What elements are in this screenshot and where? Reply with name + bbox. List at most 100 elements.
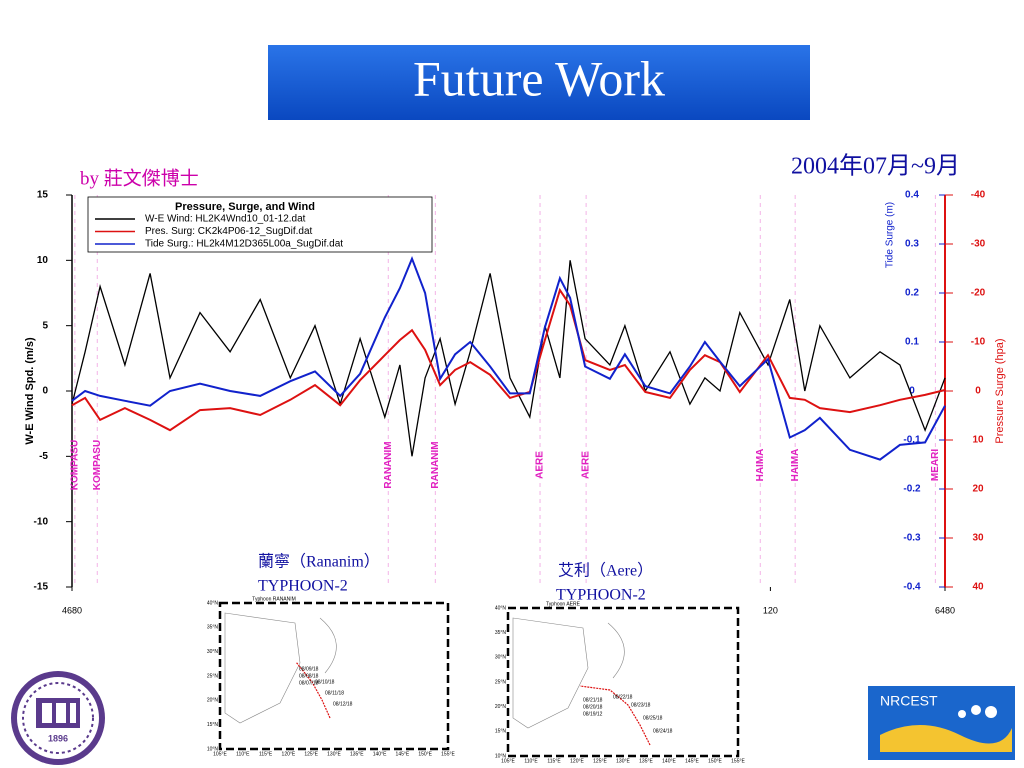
map-lon-label: 110°E — [524, 758, 538, 764]
author: by 莊文傑博士 — [80, 167, 199, 189]
map-lon-label: 120°E — [570, 758, 584, 764]
map-date-label: 08/22/18 — [613, 694, 633, 700]
annotation: KOMPASU — [92, 440, 103, 490]
map-lon-label: 125°E — [304, 751, 318, 757]
annotation: MEARI — [930, 449, 941, 481]
y-tick-label: 5 — [42, 320, 48, 331]
map-lon-label: 110°E — [236, 751, 250, 757]
map-date-label: 08/07/18 — [299, 680, 319, 686]
y3-tick-label: 0 — [975, 386, 981, 397]
map-lat-label: 10°N — [207, 746, 219, 752]
map-lon-label: 145°E — [685, 758, 699, 764]
annotation: HAIMA — [790, 449, 801, 482]
map-date-label: 08/20/18 — [583, 704, 603, 710]
map-lon-label: 105°E — [501, 758, 515, 764]
map-lon-label: 105°E — [213, 751, 227, 757]
map-lat-label: 30°N — [495, 655, 507, 661]
annotation: AERE — [581, 451, 592, 479]
map-frame — [218, 601, 450, 751]
map-title: Typhoon AERE — [546, 601, 581, 607]
y3-tick-label: -10 — [971, 337, 986, 348]
map-lat-label: 25°N — [495, 679, 507, 685]
map-lon-label: 140°E — [373, 751, 387, 757]
map-lon-label: 140°E — [662, 758, 676, 764]
map-lat-label: 10°N — [495, 753, 507, 759]
map-land — [224, 612, 301, 724]
series-line — [71, 255, 946, 461]
y3-tick-label: 40 — [972, 582, 984, 593]
legend-label: Tide Surg.: HL2k4M12D365L00a_SugDif.dat — [145, 239, 343, 250]
map-lon-label: 115°E — [259, 751, 273, 757]
logo-year: 1896 — [48, 733, 68, 743]
y2-tick-label: -0.1 — [903, 435, 921, 446]
legend-label: Pres. Surg: CK2k4P06-12_SugDif.dat — [145, 226, 313, 237]
map-coast — [319, 617, 337, 674]
map-title: Typhoon RANANIM — [252, 596, 296, 602]
map-date-label: 08/25/18 — [643, 715, 663, 721]
typhoon-track — [579, 685, 651, 746]
y-tick-label: -5 — [39, 451, 48, 462]
period: 2004年07月~9月 — [791, 153, 960, 180]
y-tick-label: -10 — [34, 516, 49, 527]
y2-tick-label: 0 — [909, 386, 915, 397]
y-tick-label: -15 — [34, 582, 49, 593]
map-lat-label: 40°N — [207, 600, 219, 606]
y-tick-label: 10 — [37, 255, 49, 266]
map-date-label: 08/12/18 — [333, 701, 353, 707]
map-date-label: 08/21/18 — [583, 697, 603, 703]
x-tick-label: 6480 — [935, 605, 955, 615]
map-lat-label: 15°N — [495, 729, 507, 735]
y3-tick-label: -30 — [971, 239, 986, 250]
map-lat-label: 20°N — [207, 698, 219, 704]
map-lat-label: 25°N — [207, 673, 219, 679]
caption-name: 蘭寧（Rananim） — [258, 553, 380, 571]
caption-kind: TYPHOON-2 — [556, 587, 646, 604]
map-lon-label: 135°E — [350, 751, 364, 757]
map-date-label: 08/10/18 — [315, 679, 335, 685]
y2-tick-label: 0.4 — [905, 190, 919, 201]
caption-kind: TYPHOON-2 — [258, 578, 348, 595]
map-date-label: 08/11/18 — [325, 690, 344, 696]
map-date-label: 08/23/18 — [631, 702, 651, 708]
y3-tick-label: 30 — [972, 533, 984, 544]
y-axis-label: W-E Wind Spd. (m/s) — [24, 337, 36, 445]
y2-tick-label: 0.3 — [905, 239, 919, 250]
y2-tick-label: -0.3 — [903, 533, 921, 544]
caption-name: 艾利（Aere） — [558, 562, 653, 580]
map-lon-label: 150°E — [708, 758, 722, 764]
map-lat-label: 20°N — [495, 704, 507, 710]
logo-text: NRCEST — [880, 693, 938, 709]
map-date-label: 08/08/18 — [299, 673, 319, 679]
y2-tick-label: 0.2 — [905, 288, 919, 299]
map-lat-label: 30°N — [207, 649, 219, 655]
legend-label: W-E Wind: HL2K4Wnd10_01-12.dat — [145, 214, 306, 225]
typhoon-track — [295, 661, 331, 719]
y2-tick-label: -0.2 — [903, 484, 921, 495]
annotation: AERE — [535, 451, 546, 479]
y3-tick-label: 10 — [972, 435, 984, 446]
chart: -15 -10 -5 0 5 10 15 W-E Wind Spd. (m/s) -40 -30 -… — [24, 190, 1006, 616]
title-box — [268, 45, 810, 120]
map-lat-label: 35°N — [495, 630, 507, 636]
annotation: RANANIM — [430, 441, 441, 488]
map-lon-label: 145°E — [396, 751, 410, 757]
annotation: HAIMA — [755, 449, 766, 482]
annotation: KOMPASU — [70, 440, 81, 490]
annotation: RANANIM — [383, 441, 394, 488]
map-date-label: 08/19/12 — [583, 711, 603, 717]
series-line — [71, 260, 946, 457]
y2-tick-label: 0.1 — [905, 337, 919, 348]
map-lon-label: 130°E — [327, 751, 341, 757]
map-lon-label: 115°E — [547, 758, 561, 764]
legend-box — [87, 196, 433, 253]
map-lat-label: 15°N — [207, 722, 219, 728]
university-logo: 1896 — [11, 671, 105, 765]
legend-title: Pressure, Surge, and Wind — [175, 201, 315, 213]
x-tick-label: 4680 — [62, 605, 82, 615]
map-lon-label: 155°E — [441, 751, 455, 757]
map-date-label: 08/24/18 — [653, 728, 673, 734]
map-frame — [506, 606, 740, 758]
map-coast — [607, 622, 625, 679]
nrcest-logo: NRCEST — [868, 686, 1015, 760]
